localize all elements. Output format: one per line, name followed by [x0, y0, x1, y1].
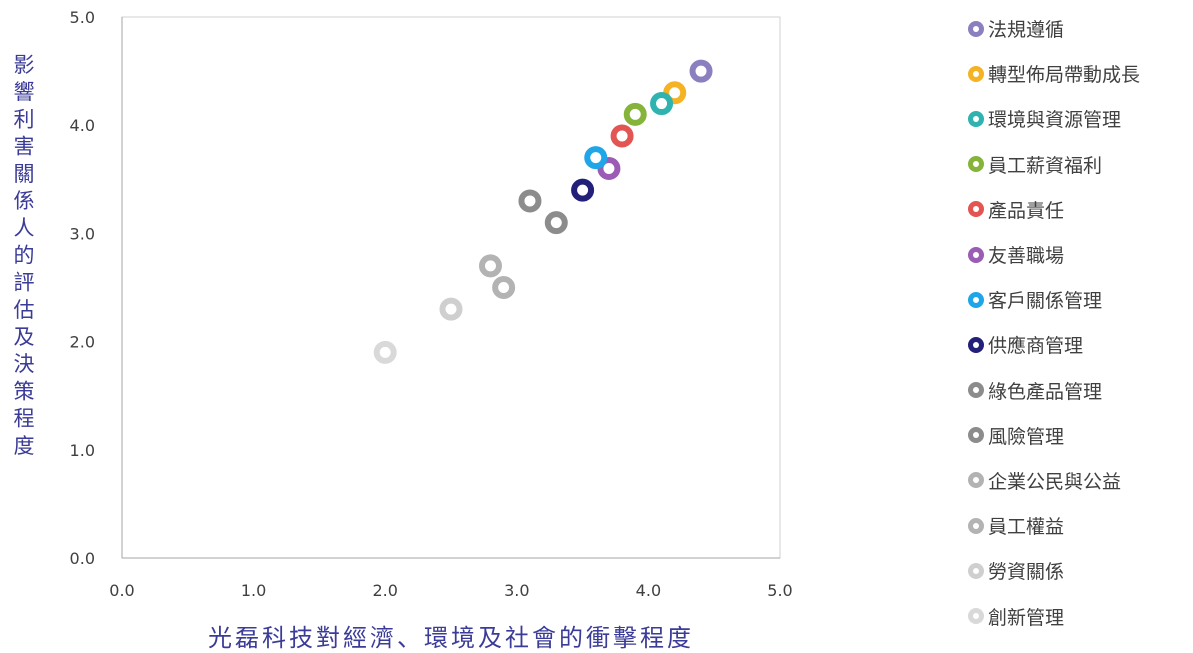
legend-item: 轉型佈局帶動成長 — [968, 51, 1188, 96]
y-tick-label: 3.0 — [70, 224, 95, 243]
y-axis-title-char: 及 — [14, 325, 35, 349]
legend-item: 創新管理 — [968, 593, 1188, 638]
y-axis-title-char: 利 — [14, 107, 35, 131]
legend-label: 環境與資源管理 — [988, 109, 1122, 132]
data-point — [439, 297, 463, 321]
data-point — [478, 254, 502, 278]
y-axis-title-char: 影 — [14, 53, 35, 77]
data-points — [373, 59, 713, 364]
y-tick-label: 5.0 — [70, 8, 95, 27]
y-axis-title-char: 人 — [14, 216, 35, 240]
legend-item: 客戶關係管理 — [968, 277, 1188, 322]
data-point — [610, 124, 634, 148]
legend-item: 環境與資源管理 — [968, 96, 1188, 141]
legend-marker — [968, 517, 984, 534]
y-tick-label: 0.0 — [70, 549, 95, 568]
legend-marker — [968, 65, 984, 82]
legend-marker — [968, 472, 984, 489]
legend-label: 產品責任 — [988, 199, 1065, 222]
legend-marker — [968, 562, 984, 579]
legend-item: 員工薪資福利 — [968, 142, 1188, 187]
data-point — [623, 102, 647, 126]
y-axis-title-char: 度 — [14, 434, 35, 458]
legend-item: 勞資關係 — [968, 548, 1188, 593]
y-axis-title-char: 係 — [14, 189, 35, 213]
y-axis-title-char: 估 — [14, 298, 35, 322]
legend-label: 綠色產品管理 — [988, 380, 1103, 403]
legend-marker — [968, 427, 984, 444]
legend-item: 企業公民與公益 — [968, 458, 1188, 503]
x-tick-label: 3.0 — [504, 581, 529, 600]
legend-label: 轉型佈局帶動成長 — [988, 64, 1141, 87]
x-tick-labels: 0.0 1.0 2.0 3.0 4.0 5.0 — [109, 581, 792, 600]
x-axis-title: 光磊科技對經濟、環境及社會的衝擊程度 — [208, 624, 694, 652]
data-point — [492, 276, 516, 299]
legend-marker — [968, 201, 984, 218]
data-point — [650, 92, 674, 116]
x-tick-label: 0.0 — [109, 581, 134, 600]
x-tick-label: 2.0 — [372, 581, 397, 600]
legend-item: 產品責任 — [968, 187, 1188, 232]
legend-marker — [968, 20, 984, 37]
legend-marker — [968, 336, 984, 353]
y-axis-title-char: 的 — [14, 243, 35, 267]
data-point — [544, 211, 568, 235]
legend-label: 供應商管理 — [988, 335, 1084, 358]
scatter-chart: 0.0 1.0 2.0 3.0 4.0 5.0 0.0 1.0 2.0 3.0 4.0 5.0 光磊… — [14, 8, 793, 652]
x-tick-label: 4.0 — [636, 581, 661, 600]
legend-marker — [968, 382, 984, 399]
y-axis-title-char: 決 — [14, 352, 35, 376]
legend-marker — [968, 156, 984, 173]
legend-item: 法規遵循 — [968, 6, 1188, 51]
y-axis-title-char: 害 — [14, 135, 35, 159]
legend-label: 員工薪資福利 — [988, 154, 1103, 177]
data-point — [689, 59, 713, 83]
x-tick-label: 1.0 — [241, 581, 266, 600]
y-axis-title-char: 程 — [14, 407, 35, 431]
y-axis-title-char: 策 — [14, 379, 35, 403]
y-tick-label: 1.0 — [70, 441, 95, 460]
y-axis-title-char: 關 — [14, 162, 35, 186]
legend-marker — [968, 246, 984, 263]
legend-label: 友善職場 — [988, 245, 1065, 268]
legend-label: 法規遵循 — [988, 19, 1065, 42]
legend-item: 員工權益 — [968, 503, 1188, 548]
y-axis-title-char: 評 — [14, 271, 35, 295]
legend-marker — [968, 110, 984, 127]
legend-label: 客戶關係管理 — [988, 290, 1103, 313]
legend-label: 風險管理 — [988, 425, 1065, 448]
legend-item: 友善職場 — [968, 232, 1188, 277]
data-point — [584, 146, 608, 170]
y-axis-title-char: 響 — [14, 80, 35, 104]
legend-marker — [968, 291, 984, 308]
legend-label: 企業公民與公益 — [988, 470, 1122, 493]
x-tick-label: 5.0 — [767, 581, 792, 600]
legend-label: 創新管理 — [988, 606, 1065, 629]
y-tick-label: 2.0 — [70, 333, 95, 352]
data-point — [373, 340, 397, 364]
data-point — [518, 189, 542, 213]
y-tick-label: 4.0 — [70, 116, 95, 135]
legend: 法規遵循轉型佈局帶動成長 環境與資源管理 員工薪資福利 產品責任友善職場客戶關係管理供… — [968, 6, 1188, 639]
legend-label: 員工權益 — [988, 516, 1065, 539]
y-tick-labels: 0.0 1.0 2.0 3.0 4.0 5.0 — [70, 8, 95, 568]
data-point — [571, 178, 595, 202]
legend-label: 勞資關係 — [988, 561, 1065, 584]
legend-item: 綠色產品管理 — [968, 368, 1188, 413]
legend-item: 風險管理 — [968, 413, 1188, 458]
legend-item: 供應商管理 — [968, 322, 1188, 367]
legend-marker — [968, 608, 984, 625]
